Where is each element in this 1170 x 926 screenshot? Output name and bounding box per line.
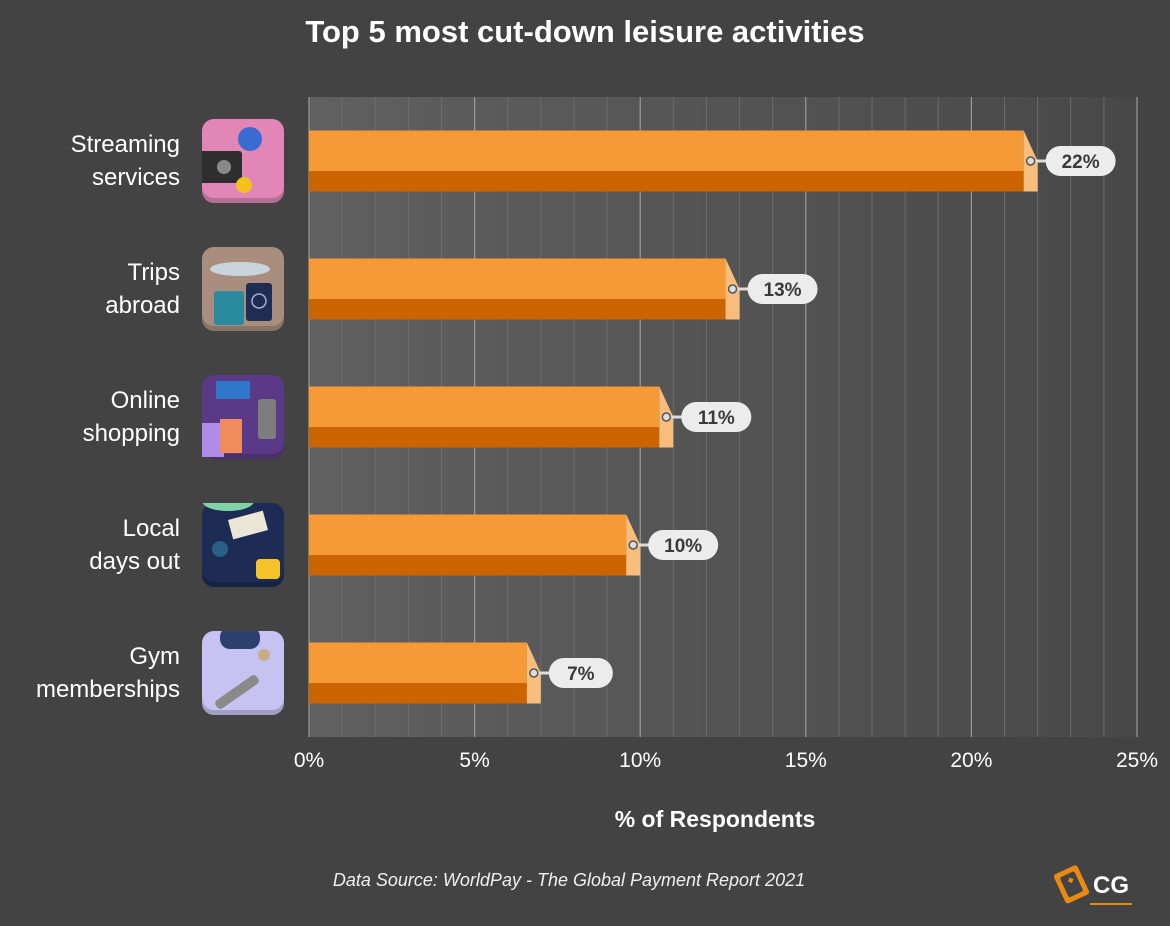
cg-logo-icon (1053, 865, 1132, 905)
bar-top (309, 642, 527, 683)
x-tick-label: 10% (619, 749, 661, 772)
value-pill (681, 402, 752, 432)
label-dot (661, 412, 672, 422)
bar-top (309, 130, 1024, 171)
bar-group: 13% (309, 258, 818, 320)
dumbbell-gym-icon (202, 627, 284, 715)
category-label: Online shopping (0, 384, 180, 450)
label-dot (727, 284, 738, 294)
value-pill (1045, 146, 1116, 176)
category-label-line: Online (110, 387, 180, 414)
category-label-line: Trips (127, 259, 180, 286)
bar-bottom (309, 683, 527, 704)
x-tick-labels: 0% 5% 10% 15% 20% 25% (294, 749, 1158, 772)
x-axis-label: % of Respondents (614, 806, 816, 832)
bar-top (309, 386, 660, 427)
category-label-line: abroad (105, 292, 180, 319)
value-label: 11% (698, 408, 735, 429)
category-label-line: shopping (82, 420, 180, 447)
bar-group: 10% (309, 514, 719, 576)
bar-bottom (309, 171, 1024, 192)
category-label: Trips abroad (0, 256, 180, 322)
x-tick-label: 5% (459, 749, 489, 772)
parachute-tickets-icon-glyph (202, 491, 280, 579)
category-label-line: days out (89, 548, 180, 575)
bars: 22% 13% 11% 10% 7% (309, 130, 1116, 704)
category-label: Local days out (0, 512, 180, 578)
value-label: 10% (664, 536, 702, 557)
value-label: 22% (1062, 152, 1100, 173)
category-label-line: services (91, 164, 180, 191)
shopping-bags-icon-glyph (202, 381, 276, 457)
dumbbell-gym-icon-glyph (215, 627, 270, 709)
bar-group: 7% (309, 642, 613, 704)
shopping-bags-icon (202, 375, 284, 459)
streaming-icon-glyph (192, 127, 262, 193)
value-pill (747, 274, 818, 304)
category-label-line: Gym (129, 643, 180, 670)
category-label: Gym memberships (0, 640, 180, 706)
bar-group: 22% (309, 130, 1116, 192)
category-label-line: Local (122, 515, 180, 542)
cg-logo-text: CG (1093, 872, 1129, 899)
source-note: Data Source: WorldPay - The Global Payme… (332, 870, 806, 890)
bar-top (309, 514, 627, 555)
x-tick-label: 0% (294, 749, 324, 772)
value-pill (548, 658, 613, 688)
streaming-icon (192, 119, 284, 203)
parachute-tickets-icon (202, 491, 284, 587)
x-tick-label: 20% (950, 749, 992, 772)
label-dot (529, 668, 539, 678)
x-tick-label: 25% (1116, 749, 1158, 772)
bar-bottom (309, 299, 726, 320)
bar-bottom (309, 427, 660, 448)
chart-title: Top 5 most cut-down leisure activities (305, 14, 865, 49)
x-tick-label: 15% (785, 749, 827, 772)
bar-top (309, 258, 726, 299)
label-dot (1025, 156, 1036, 166)
value-pill (648, 530, 719, 560)
plane-travel-icon-glyph (210, 262, 272, 325)
category-label-line: Streaming (70, 131, 180, 158)
bar-group: 11% (309, 386, 752, 448)
bar-bottom (309, 555, 627, 576)
category-label-line: memberships (35, 676, 180, 703)
plane-travel-icon (202, 247, 284, 331)
value-label: 13% (764, 280, 802, 301)
label-dot (628, 540, 638, 550)
category-label: Streaming services (0, 128, 180, 194)
value-label: 7% (567, 664, 595, 685)
